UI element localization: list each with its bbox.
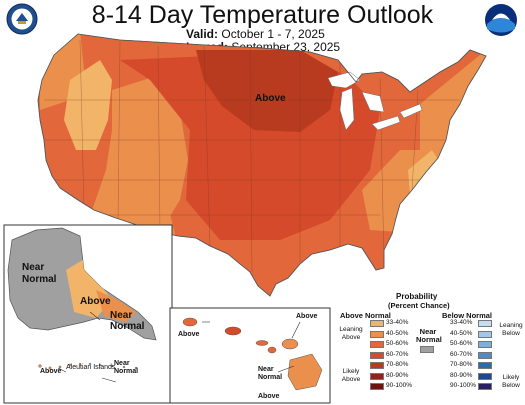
legend-above-swatch xyxy=(370,351,384,359)
legend-below-range: 70-80% xyxy=(450,361,473,368)
legend-above-range: 33-40% xyxy=(386,319,409,326)
noaa-logo-icon xyxy=(485,4,517,36)
conus-above-label: Above xyxy=(255,93,286,104)
legend-leaning-above: Leaning Above xyxy=(339,326,363,341)
legend-near-header: Near Normal xyxy=(416,327,442,344)
alaska-above-label: Above xyxy=(80,296,111,307)
legend-above-swatch xyxy=(370,330,384,338)
probability-legend: Probability (Percent Chance) Above Norma… xyxy=(338,292,525,405)
legend-above-swatch xyxy=(370,372,384,380)
legend-below-swatch xyxy=(478,372,492,380)
legend-likely-below: Likely Below xyxy=(502,374,520,389)
legend-near-swatch xyxy=(420,346,434,353)
legend-above-range: 40-50% xyxy=(386,329,409,337)
legend-below-swatch xyxy=(478,320,492,327)
valid-line: Valid: October 1 - 7, 2025 xyxy=(186,27,325,42)
alaska-near-normal-text: Near Normal xyxy=(22,262,57,285)
legend-below-header: Below Normal xyxy=(442,311,493,320)
legend-below-swatch xyxy=(478,351,492,359)
aleutian-islands-label: Aleutian Islands xyxy=(66,364,116,371)
legend-below-range: 40-50% xyxy=(450,329,473,337)
legend-above-swatch xyxy=(370,341,384,348)
hawaii-above-west-label: Above xyxy=(178,331,200,338)
valid-label: Valid: xyxy=(186,27,219,41)
aleutian-near-normal-text: Near Normal xyxy=(114,360,139,375)
legend-below-range: 80-90% xyxy=(450,371,473,379)
aleutian-above-label: Above xyxy=(40,368,62,375)
legend-title: Probability xyxy=(396,292,438,301)
valid-dates: October 1 - 7, 2025 xyxy=(221,27,325,41)
hawaii-near-normal-text: Near Normal xyxy=(258,366,283,381)
legend-below-range: 90-100% xyxy=(450,382,477,389)
legend-below-swatch xyxy=(478,362,492,369)
legend-above-range: 70-80% xyxy=(386,361,409,368)
legend-above-range: 90-100% xyxy=(386,382,413,389)
legend-leaning-below: Leaning Below xyxy=(499,322,523,337)
commerce-seal-icon xyxy=(6,3,38,35)
legend-below-range: 50-60% xyxy=(450,340,473,347)
hawaii-above-east-label: Above xyxy=(296,313,318,320)
legend-below-range: 60-70% xyxy=(450,350,473,358)
legend-above-header: Above Normal xyxy=(340,311,391,320)
legend-above-range: 60-70% xyxy=(386,350,409,358)
legend-subtitle: (Percent Chance) xyxy=(388,301,450,310)
legend-above-range: 80-90% xyxy=(386,371,409,379)
legend-likely-above: Likely Above xyxy=(341,368,361,383)
alaska-se-near-normal-text: Near Normal xyxy=(110,310,145,332)
legend-above-swatch xyxy=(370,383,384,390)
page-title: 8-14 Day Temperature Outlook xyxy=(91,1,434,29)
legend-above-swatch xyxy=(370,362,384,369)
legend-above-swatch xyxy=(370,320,384,327)
legend-below-swatch xyxy=(478,330,492,338)
legend-above-range: 50-60% xyxy=(386,340,409,347)
legend-below-swatch xyxy=(478,341,492,348)
legend-below-range: 33-40% xyxy=(450,319,473,326)
legend-below-swatch xyxy=(478,383,492,390)
hawaii-above-south-label: Above xyxy=(258,393,280,400)
